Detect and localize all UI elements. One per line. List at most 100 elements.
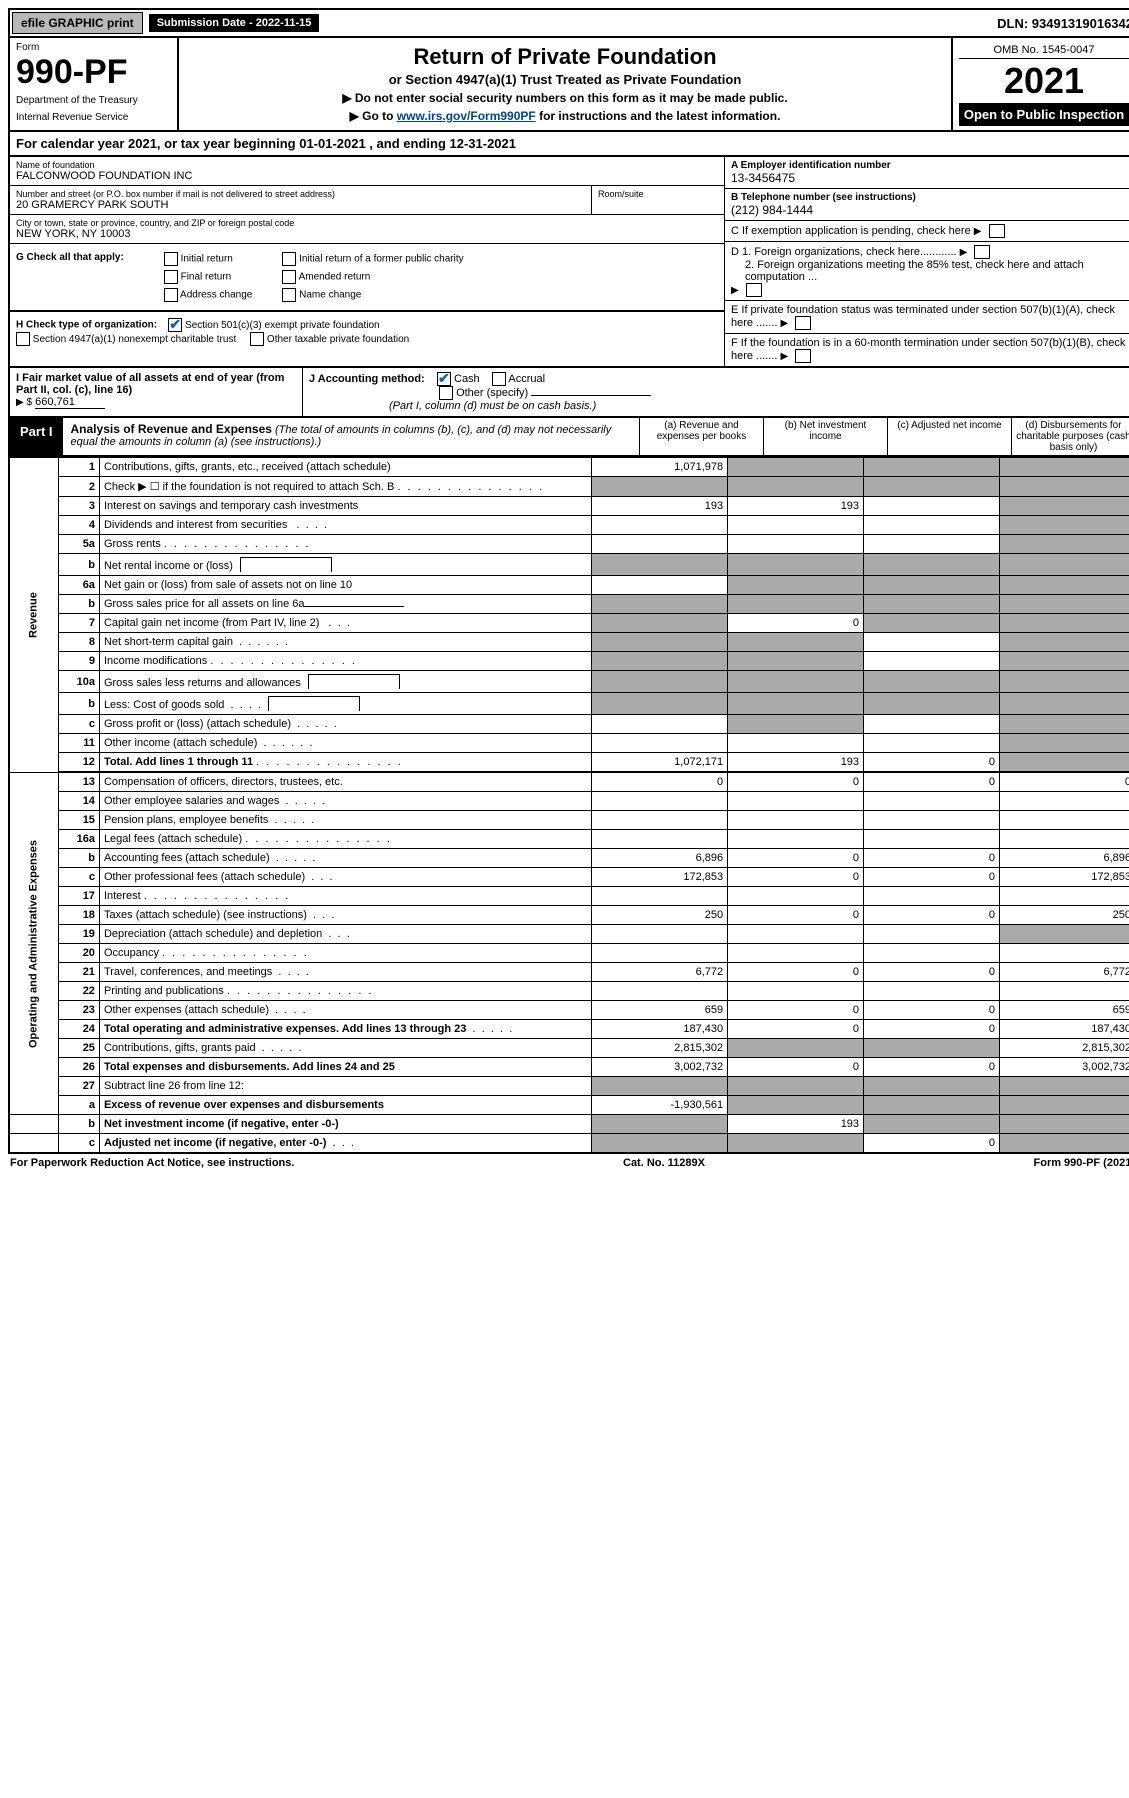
table-row: 26Total expenses and disbursements. Add … (9, 1058, 1129, 1077)
table-row: 11 Other income (attach schedule) . . . … (9, 734, 1129, 753)
table-row: 27Subtract line 26 from line 12: (9, 1077, 1129, 1096)
j-other[interactable]: Other (specify) (309, 387, 651, 399)
h-4947a1[interactable]: Section 4947(a)(1) nonexempt charitable … (16, 334, 236, 345)
i-fmv-value: 660,761 (35, 396, 105, 409)
table-row: 19Depreciation (attach schedule) and dep… (9, 925, 1129, 944)
h-501c3[interactable]: Section 501(c)(3) exempt private foundat… (168, 320, 379, 331)
table-row: 14Other employee salaries and wages . . … (9, 792, 1129, 811)
l12-c: 0 (864, 753, 1000, 772)
l3-b: 193 (728, 497, 864, 516)
table-row: 5a Gross rents (9, 535, 1129, 554)
c-exemption-pending: C If exemption application is pending, c… (731, 225, 971, 237)
l12-b: 193 (728, 753, 864, 772)
c-checkbox[interactable] (989, 224, 1005, 238)
table-row: 18Taxes (attach schedule) (see instructi… (9, 906, 1129, 925)
table-row: b Net rental income or (loss) (9, 554, 1129, 576)
table-row: 23Other expenses (attach schedule) . . .… (9, 1001, 1129, 1020)
e-terminated: E If private foundation status was termi… (731, 304, 1115, 329)
table-row: 25Contributions, gifts, grants paid . . … (9, 1039, 1129, 1058)
j-cash[interactable]: Cash (437, 373, 480, 385)
table-row: 2 Check ▶ ☐ if the foundation is not req… (9, 477, 1129, 497)
phone-label: B Telephone number (see instructions) (731, 192, 916, 203)
g-final-return[interactable]: Final return (164, 270, 253, 284)
g-label: G Check all that apply: (16, 252, 124, 263)
dln-label: DLN: 93491319016342 (997, 16, 1129, 31)
room-label: Room/suite (598, 189, 718, 199)
h-label: H Check type of organization: (16, 320, 157, 331)
open-to-public: Open to Public Inspection (959, 103, 1129, 126)
part1-table: Revenue 1 Contributions, gifts, grants, … (8, 457, 1129, 1154)
table-row: 20Occupancy (9, 944, 1129, 963)
city-state-zip: NEW YORK, NY 10003 (16, 228, 718, 240)
meta-grid: Name of foundation FALCONWOOD FOUNDATION… (8, 157, 1129, 368)
l7-b: 0 (728, 614, 864, 633)
h-other-taxable[interactable]: Other taxable private foundation (250, 334, 409, 345)
g-name-change[interactable]: Name change (282, 288, 463, 302)
g-amended-return[interactable]: Amended return (282, 270, 463, 284)
ij-row: I Fair market value of all assets at end… (8, 368, 1129, 418)
l1-a: 1,071,978 (592, 458, 728, 477)
omb-number: OMB No. 1545-0047 (959, 42, 1129, 59)
form-version: Form 990-PF (2021) (1034, 1157, 1129, 1169)
form-title: Return of Private Foundation (185, 44, 945, 70)
ein-label: A Employer identification number (731, 160, 891, 171)
revenue-section-label: Revenue (9, 458, 59, 773)
table-row: cAdjusted net income (if negative, enter… (9, 1134, 1129, 1154)
col-a-header: (a) Revenue and expenses per books (639, 418, 763, 455)
col-d-header: (d) Disbursements for charitable purpose… (1011, 418, 1129, 455)
col-b-header: (b) Net investment income (763, 418, 887, 455)
page-footer: For Paperwork Reduction Act Notice, see … (8, 1154, 1129, 1172)
g-address-change[interactable]: Address change (164, 288, 253, 302)
table-row: aExcess of revenue over expenses and dis… (9, 1096, 1129, 1115)
tax-year: 2021 (959, 59, 1129, 103)
e-checkbox[interactable] (795, 316, 811, 330)
f-checkbox[interactable] (795, 349, 811, 363)
d1-checkbox[interactable] (974, 245, 990, 259)
address-label: Number and street (or P.O. box number if… (16, 189, 585, 199)
table-row: 6a Net gain or (loss) from sale of asset… (9, 576, 1129, 595)
expenses-section-label: Operating and Administrative Expenses (9, 773, 59, 1115)
table-row: 24Total operating and administrative exp… (9, 1020, 1129, 1039)
table-row: 7 Capital gain net income (from Part IV,… (9, 614, 1129, 633)
l12-a: 1,072,171 (592, 753, 728, 772)
table-row: Operating and Administrative Expenses 13… (9, 773, 1129, 792)
l3-a: 193 (592, 497, 728, 516)
part1-title: Analysis of Revenue and Expenses (71, 422, 272, 436)
irs-label: Internal Revenue Service (16, 112, 171, 123)
table-row: b Less: Cost of goods sold . . . . (9, 693, 1129, 715)
phone-value: (212) 984-1444 (731, 203, 813, 217)
table-row: 15Pension plans, employee benefits . . .… (9, 811, 1129, 830)
irs-link[interactable]: www.irs.gov/Form990PF (397, 109, 536, 123)
d2-checkbox[interactable] (746, 283, 762, 297)
ein-value: 13-3456475 (731, 171, 795, 185)
j-accrual[interactable]: Accrual (492, 373, 545, 385)
table-row: 10a Gross sales less returns and allowan… (9, 671, 1129, 693)
table-row: 3 Interest on savings and temporary cash… (9, 497, 1129, 516)
calendar-year-line: For calendar year 2021, or tax year begi… (8, 132, 1129, 157)
part1-label: Part I (10, 418, 63, 455)
city-label: City or town, state or province, country… (16, 218, 718, 228)
g-initial-former[interactable]: Initial return of a former public charit… (282, 252, 463, 266)
ssn-warning: ▶ Do not enter social security numbers o… (185, 91, 945, 105)
col-c-header: (c) Adjusted net income (887, 418, 1011, 455)
form-label: Form (16, 42, 171, 53)
table-row: 22Printing and publications (9, 982, 1129, 1001)
table-row: c Gross profit or (loss) (attach schedul… (9, 715, 1129, 734)
table-row: cOther professional fees (attach schedul… (9, 868, 1129, 887)
table-row: b Gross sales price for all assets on li… (9, 595, 1129, 614)
paperwork-notice: For Paperwork Reduction Act Notice, see … (10, 1157, 294, 1169)
g-initial-return[interactable]: Initial return (164, 252, 253, 266)
f-60month: F If the foundation is in a 60-month ter… (731, 337, 1125, 362)
d1-foreign-org: D 1. Foreign organizations, check here..… (731, 246, 957, 258)
table-row: 4 Dividends and interest from securities… (9, 516, 1129, 535)
d2-85pct: 2. Foreign organizations meeting the 85%… (731, 259, 1129, 283)
table-row: 8 Net short-term capital gain . . . . . … (9, 633, 1129, 652)
foundation-name-label: Name of foundation (16, 160, 718, 170)
efile-print-button[interactable]: efile GRAPHIC print (12, 12, 143, 34)
i-label: I Fair market value of all assets at end… (16, 372, 284, 396)
form-header: Form 990-PF Department of the Treasury I… (8, 38, 1129, 132)
street-address: 20 GRAMERCY PARK SOUTH (16, 199, 585, 211)
table-row: bNet investment income (if negative, ent… (9, 1115, 1129, 1134)
submission-date: Submission Date - 2022-11-15 (149, 14, 320, 32)
efile-topbar: efile GRAPHIC print Submission Date - 20… (8, 8, 1129, 38)
